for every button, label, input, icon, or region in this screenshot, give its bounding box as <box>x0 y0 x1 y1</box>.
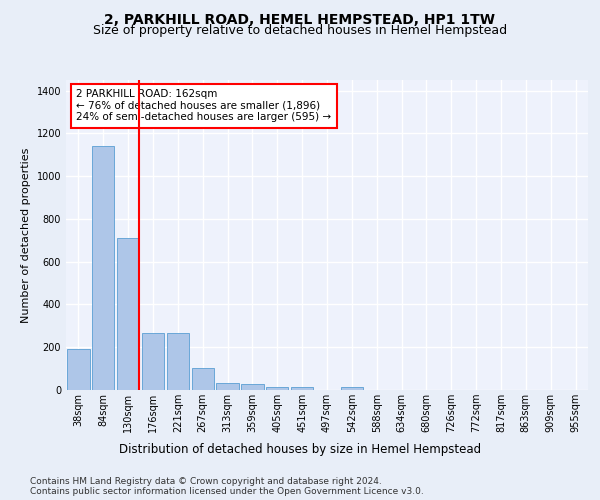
Y-axis label: Number of detached properties: Number of detached properties <box>21 148 31 322</box>
Text: 2, PARKHILL ROAD, HEMEL HEMPSTEAD, HP1 1TW: 2, PARKHILL ROAD, HEMEL HEMPSTEAD, HP1 1… <box>104 12 496 26</box>
Text: Contains public sector information licensed under the Open Government Licence v3: Contains public sector information licen… <box>30 488 424 496</box>
Bar <box>266 387 289 390</box>
Bar <box>67 350 89 390</box>
Bar <box>241 384 263 390</box>
Bar <box>291 388 313 390</box>
Bar <box>217 382 239 390</box>
Bar <box>167 334 189 390</box>
Bar <box>92 146 115 390</box>
Text: Distribution of detached houses by size in Hemel Hempstead: Distribution of detached houses by size … <box>119 442 481 456</box>
Bar <box>341 387 363 390</box>
Text: Contains HM Land Registry data © Crown copyright and database right 2024.: Contains HM Land Registry data © Crown c… <box>30 478 382 486</box>
Text: 2 PARKHILL ROAD: 162sqm
← 76% of detached houses are smaller (1,896)
24% of semi: 2 PARKHILL ROAD: 162sqm ← 76% of detache… <box>76 90 332 122</box>
Text: Size of property relative to detached houses in Hemel Hempstead: Size of property relative to detached ho… <box>93 24 507 37</box>
Bar <box>117 238 139 390</box>
Bar <box>191 368 214 390</box>
Bar <box>142 334 164 390</box>
